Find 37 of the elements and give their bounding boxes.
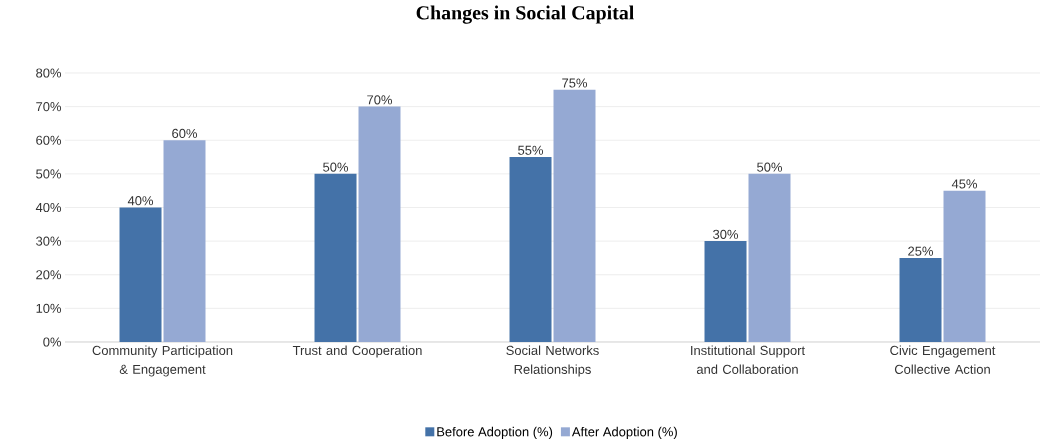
data-label: 30% (713, 229, 739, 239)
data-label: 45% (951, 179, 978, 189)
bar (509, 157, 552, 342)
x-tick-label: Community Participation & Engagement (92, 345, 233, 377)
x-tick-label: Trust and Cooperation (292, 345, 422, 358)
bar (748, 173, 791, 342)
y-tick-label: 80% (36, 68, 62, 78)
y-tick-label: 70% (36, 102, 62, 112)
data-label: 25% (908, 246, 934, 256)
bar (704, 241, 747, 342)
data-label: 50% (323, 162, 349, 172)
bar (314, 173, 357, 342)
y-tick-label: 30% (36, 236, 62, 246)
data-label: 40% (127, 196, 154, 206)
bar (119, 207, 162, 342)
x-tick-label: Civic Engagement Collective Action (890, 345, 996, 374)
y-tick-label: 40% (35, 202, 62, 213)
x-tick-label: Institutional Support and Collaboration (691, 345, 805, 374)
data-label: 75% (562, 78, 588, 88)
bar (553, 89, 596, 342)
bar (943, 190, 986, 342)
bar (358, 106, 401, 342)
data-label: 50% (757, 162, 783, 172)
y-tick-label: 10% (36, 303, 62, 313)
data-label: 70% (367, 95, 393, 105)
legend-label: After Adoption (%) (571, 426, 677, 439)
data-label: 60% (172, 128, 198, 139)
x-tick-label: Social Networks Relationships (506, 345, 599, 377)
legend-label: Before Adoption (%) (437, 426, 553, 439)
bar (163, 140, 206, 342)
chart-title: Changes in Social Capital (416, 5, 634, 24)
bar (899, 257, 942, 342)
y-tick-label: 0% (43, 337, 62, 347)
data-label: 55% (518, 145, 544, 155)
y-tick-label: 60% (36, 135, 62, 145)
y-tick-label: 20% (36, 270, 62, 280)
y-tick-label: 50% (36, 169, 62, 179)
